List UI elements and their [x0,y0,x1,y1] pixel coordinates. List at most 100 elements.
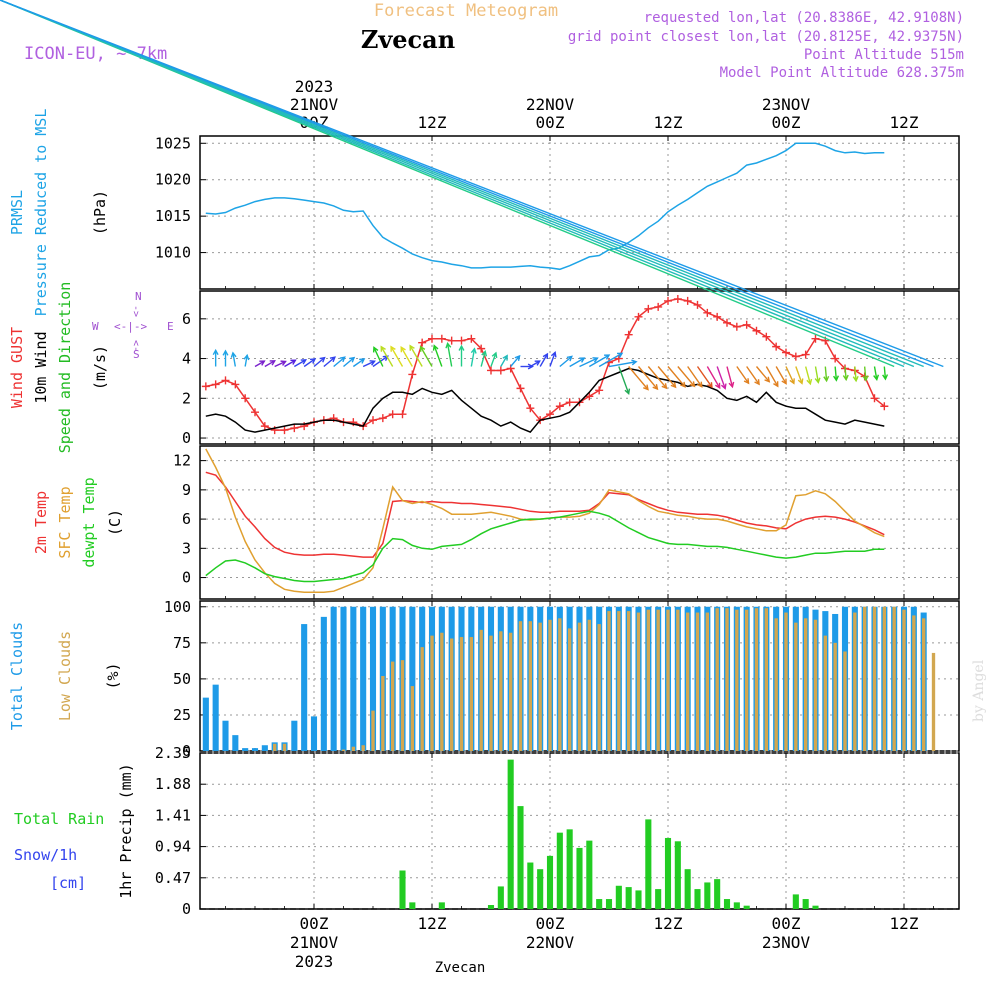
arrow-head [764,376,771,383]
series-line-10m-wind [205,367,885,434]
low-cloud-bar [715,608,719,751]
compass-s: S [133,348,140,361]
arrow-head [359,358,366,364]
arrow-shaft [559,355,573,368]
low-cloud-bar [833,642,837,751]
arrow-head [280,360,287,366]
wind-direction-arrow [549,351,557,367]
arrow-shaft [873,366,878,380]
arrow-head [773,381,779,388]
low-cloud-bar [499,631,503,751]
panel-series-label: Total Clouds [8,622,26,730]
rain-bar [733,902,740,909]
arrow-head [259,360,266,366]
rain-bar [674,841,681,909]
wind-direction-arrow [637,366,659,391]
arrow-shaft [687,366,703,388]
requested-coords: requested lon,lat (20.8386E, 42.9108N) [644,10,964,26]
wind-direction-arrow [284,359,297,368]
panel-series-label: Low Clouds [56,631,74,721]
arrow-shaft [0,0,944,368]
gust-point [772,342,781,351]
y-tick-label: 50 [173,670,191,688]
top-year-label: 2023 [295,77,334,96]
low-cloud-bar [705,612,710,751]
series-line-dewpt-temp [205,510,885,583]
y-tick-label: 6 [182,510,191,528]
gust-point [516,384,525,393]
top-day-label: 21NOV [290,95,339,114]
arrow-shaft [844,366,847,380]
rain-bar [743,905,750,909]
rain-bar [605,899,613,909]
low-cloud-bar [794,622,798,751]
arrow-shaft [373,347,384,367]
gust-point [654,302,663,311]
wind-direction-arrow [409,344,423,367]
arrow-shaft [313,357,326,368]
low-cloud-bar [872,606,877,751]
arrow-head [319,356,326,363]
arrow-shaft [775,366,787,385]
arrow-head [806,378,813,386]
arrow-head [230,351,237,358]
arrow-head [491,351,498,359]
gust-point [437,334,446,343]
total-cloud-bar [360,606,367,751]
arrow-shaft [618,366,630,394]
arrow-shaft [409,345,423,367]
low-cloud-bar [351,746,356,751]
total-cloud-bar [202,697,209,751]
arrow-shaft [569,357,585,368]
arrow-head [862,375,869,382]
wind-direction-arrow [726,366,735,389]
arrow-shaft [470,348,476,367]
arrow-shaft [814,366,820,383]
low-cloud-bar [449,638,454,751]
wind-direction-arrow [333,356,346,368]
wind-direction-arrow [569,357,586,368]
product-title: Forecast Meteogram [374,1,558,21]
wind-direction-arrow [419,345,433,367]
wind-direction-arrow [785,366,795,385]
arrow-shaft [854,366,857,381]
y-tick-label: 0.47 [155,869,191,887]
series-line-sfc-temp [205,448,885,593]
total-cloud-bar [301,624,308,751]
arrow-head [833,375,840,382]
wind-direction-arrow [222,349,229,367]
arrow-head [696,381,703,388]
low-cloud-bar [626,611,631,751]
gust-point [201,382,210,391]
arrow-shaft [254,360,265,368]
panel-frame [199,135,960,290]
wind-direction-arrow [559,355,573,368]
low-cloud-bar [764,608,769,751]
y-tick-label: 1025 [155,134,191,152]
arrow-shaft [529,360,541,368]
gust-point [467,334,476,343]
low-cloud-bar [892,606,896,751]
rain-bar [537,869,544,909]
top-time-tick-label: 00Z [772,113,801,132]
low-cloud-bar [420,647,424,751]
arrow-head [527,363,534,370]
low-cloud-bar [774,618,778,751]
gust-point [378,414,387,423]
gust-point [447,336,456,345]
footer-location: Zvecan [435,960,486,976]
arrow-shaft [549,352,556,367]
arrow-head [754,379,760,386]
y-tick-label: 75 [173,634,191,652]
low-cloud-bar [587,619,592,751]
arrow-shaft [352,358,365,368]
wind-direction-arrow [716,366,727,390]
arrow-shaft [284,359,296,368]
arrow-shaft [696,366,713,388]
wind-direction-arrow [588,354,611,368]
wind-direction-arrow [458,344,465,367]
low-cloud-bar [725,608,729,751]
low-cloud-bar [656,609,660,751]
arrow-head [222,349,229,356]
low-cloud-bar [912,615,916,751]
